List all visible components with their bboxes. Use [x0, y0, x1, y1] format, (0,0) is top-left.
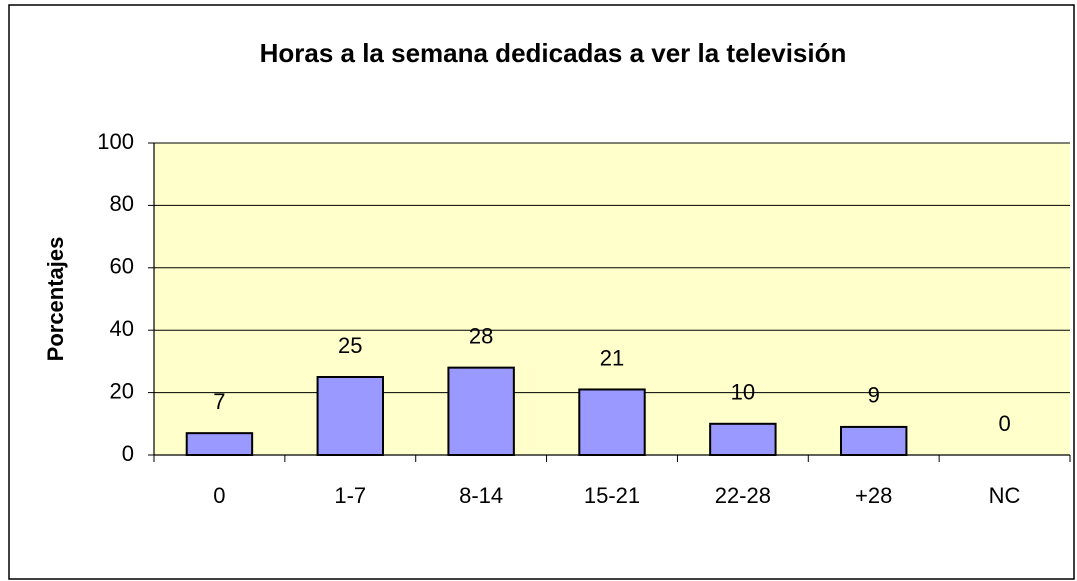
y-axis-label: Porcentajes	[43, 237, 68, 362]
y-tick-label: 20	[110, 378, 134, 403]
bar	[578, 388, 646, 457]
bar	[709, 422, 777, 456]
x-tick-label: 15-21	[584, 483, 640, 508]
bar	[840, 425, 908, 457]
y-tick-label: 100	[97, 129, 134, 154]
x-tick-label: 22-28	[715, 483, 771, 508]
data-label: 9	[868, 383, 880, 408]
bar	[185, 432, 254, 457]
y-tick-label: 60	[110, 254, 134, 279]
x-tick-label: NC	[989, 483, 1021, 508]
x-tick-label: 1-7	[334, 483, 366, 508]
chart-title: Horas a la semana dedicadas a ver la tel…	[260, 38, 847, 68]
data-label: 21	[600, 345, 624, 370]
x-tick-label: 8-14	[459, 483, 503, 508]
x-tick-label: 0	[213, 483, 225, 508]
bar	[447, 366, 515, 457]
x-tick-label: +28	[855, 483, 892, 508]
data-label: 7	[213, 389, 225, 414]
data-label: 10	[731, 380, 755, 405]
bar	[316, 376, 385, 456]
data-label: 0	[998, 411, 1010, 436]
y-tick-label: 40	[110, 316, 134, 341]
data-label: 25	[338, 333, 362, 358]
y-tick-label: 0	[122, 441, 134, 466]
data-label: 28	[469, 323, 493, 348]
y-tick-label: 80	[110, 191, 134, 216]
